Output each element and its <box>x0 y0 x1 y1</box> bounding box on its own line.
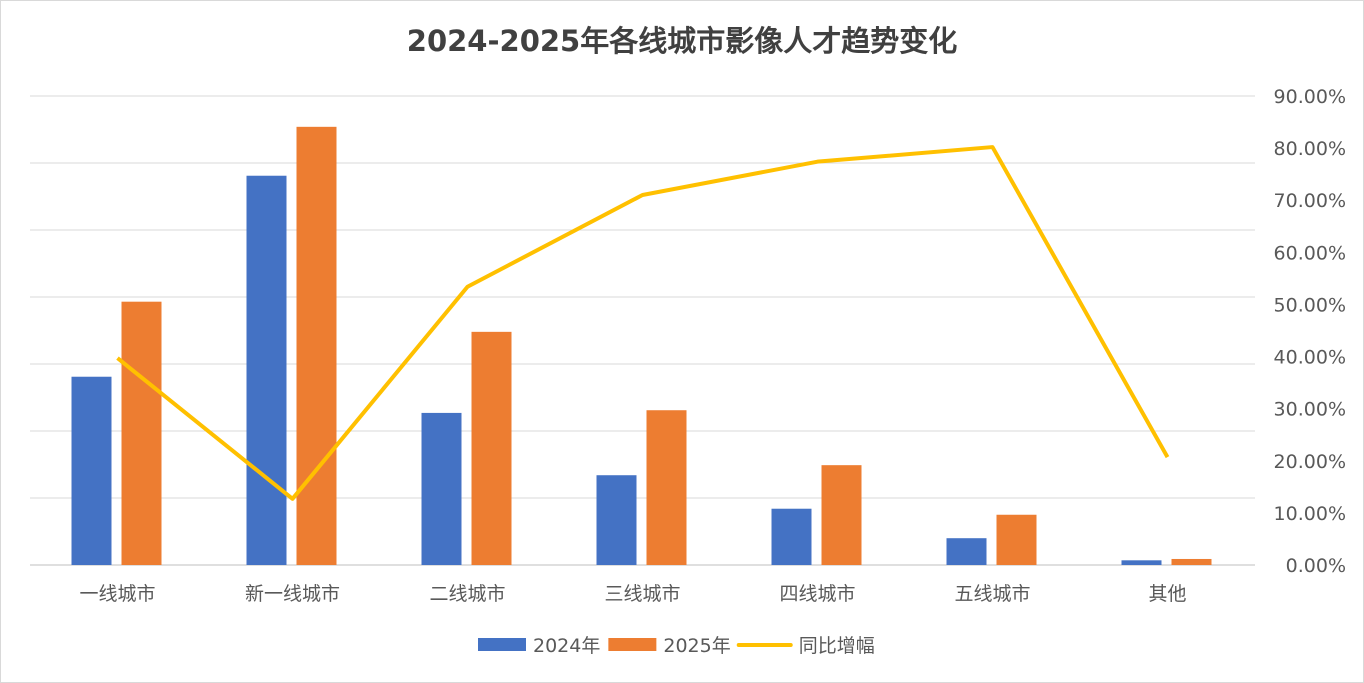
x-tick-label: 其他 <box>1148 583 1186 605</box>
right-axis-labels: 0.00% 10.00% 20.00% 30.00% 40.00% 50.00% 60.00… <box>1274 86 1346 577</box>
right-tick-label: 30.00% <box>1274 399 1346 421</box>
x-tick-label: 五线城市 <box>954 583 1030 605</box>
bar-2025年-四线城市 <box>821 465 862 565</box>
bar-2024年-其他 <box>1121 560 1162 565</box>
chart-title: 2024-2025年各线城市影像人才趋势变化 <box>407 24 957 58</box>
legend-swatch <box>478 638 526 651</box>
bar-2025年-其他 <box>1171 558 1212 565</box>
legend-label: 同比增幅 <box>799 635 875 657</box>
x-tick-label: 四线城市 <box>779 583 855 605</box>
bar-2025年-三线城市 <box>646 410 687 565</box>
bar-2025年-新一线城市 <box>296 126 337 565</box>
bar-2024年-一线城市 <box>71 376 112 565</box>
right-tick-label: 0.00% <box>1286 555 1346 577</box>
growth-line <box>116 145 1170 501</box>
legend-label: 2025年 <box>663 635 730 657</box>
right-tick-label: 90.00% <box>1274 86 1346 108</box>
right-tick-label: 50.00% <box>1274 294 1346 316</box>
right-tick-label: 40.00% <box>1274 347 1346 369</box>
bars <box>71 126 1212 566</box>
bar-2024年-三线城市 <box>596 475 637 565</box>
x-tick-label: 新一线城市 <box>245 583 340 605</box>
bar-2024年-五线城市 <box>946 538 987 565</box>
bar-2024年-四线城市 <box>771 508 812 565</box>
bar-2025年-五线城市 <box>996 514 1037 565</box>
bar-2024年-新一线城市 <box>246 175 287 566</box>
right-tick-label: 10.00% <box>1274 503 1346 525</box>
legend: 2024年 2025年 同比增幅 <box>478 635 875 657</box>
bar-2025年-一线城市 <box>121 301 162 565</box>
x-tick-label: 二线城市 <box>429 583 505 605</box>
x-axis-labels: 一线城市 新一线城市 二线城市 三线城市 四线城市 五线城市 其他 <box>79 583 1186 605</box>
legend-swatch <box>608 638 657 651</box>
bar-2024年-二线城市 <box>421 412 462 565</box>
right-tick-label: 60.00% <box>1274 242 1346 264</box>
x-tick-label: 三线城市 <box>604 583 680 605</box>
x-tick-label: 一线城市 <box>79 583 155 605</box>
line-同比增幅 <box>116 145 1170 501</box>
legend-label: 2024年 <box>533 635 600 657</box>
right-tick-label: 80.00% <box>1274 138 1346 160</box>
right-tick-label: 70.00% <box>1274 190 1346 212</box>
right-tick-label: 20.00% <box>1274 451 1346 473</box>
bar-2025年-二线城市 <box>471 331 512 565</box>
gridlines <box>30 95 1255 566</box>
